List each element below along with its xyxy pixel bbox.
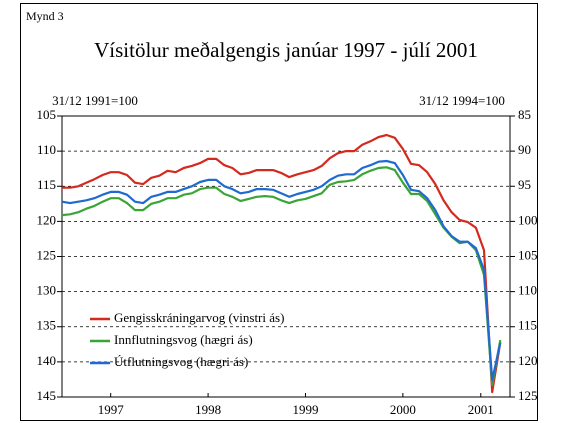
frame	[20, 3, 538, 421]
y-tick-label: 135	[37, 318, 57, 333]
y-tick-label: 140	[37, 353, 57, 368]
y-axis-label: 31/12 1991=100	[52, 93, 138, 108]
y2-tick-label: 125	[518, 388, 538, 403]
x-tick-label: 1998	[195, 402, 221, 417]
series-line	[62, 133, 502, 394]
series-line	[61, 166, 502, 387]
y-tick-label: 115	[37, 177, 56, 192]
chart-title: Vísitölur meðalgengis janúar 1997 - júlí…	[94, 38, 478, 62]
y-tick-label: 110	[37, 142, 56, 157]
y-tick-label: 130	[37, 283, 57, 298]
legend-label: Gengisskráningarvog (vinstri ás)	[114, 310, 284, 325]
y2-tick-label: 110	[518, 283, 537, 298]
y2-tick-label: 115	[518, 318, 537, 333]
y-tick-label: 145	[37, 388, 57, 403]
y2-tick-label: 90	[518, 142, 531, 157]
y2-axis-label: 31/12 1994=100	[419, 93, 505, 108]
x-tick-label: 2001	[468, 402, 494, 417]
y2-tick-label: 95	[518, 177, 531, 192]
y-tick-label: 105	[37, 107, 57, 122]
legend-label: Útflutningsvog (hægri ás)	[114, 354, 248, 369]
y-tick-label: 120	[37, 212, 57, 227]
y2-tick-label: 105	[518, 247, 538, 262]
x-tick-label: 1997	[98, 402, 125, 417]
legend-label: Innflutningsvog (hægri ás)	[114, 332, 253, 347]
x-tick-label: 1999	[292, 402, 318, 417]
y2-tick-label: 120	[518, 353, 538, 368]
figure-label: Mynd 3	[26, 9, 64, 23]
series-line	[61, 159, 502, 382]
y-tick-label: 125	[37, 247, 57, 262]
x-tick-label: 2000	[390, 402, 416, 417]
y2-tick-label: 85	[518, 107, 531, 122]
y2-tick-label: 100	[518, 212, 538, 227]
